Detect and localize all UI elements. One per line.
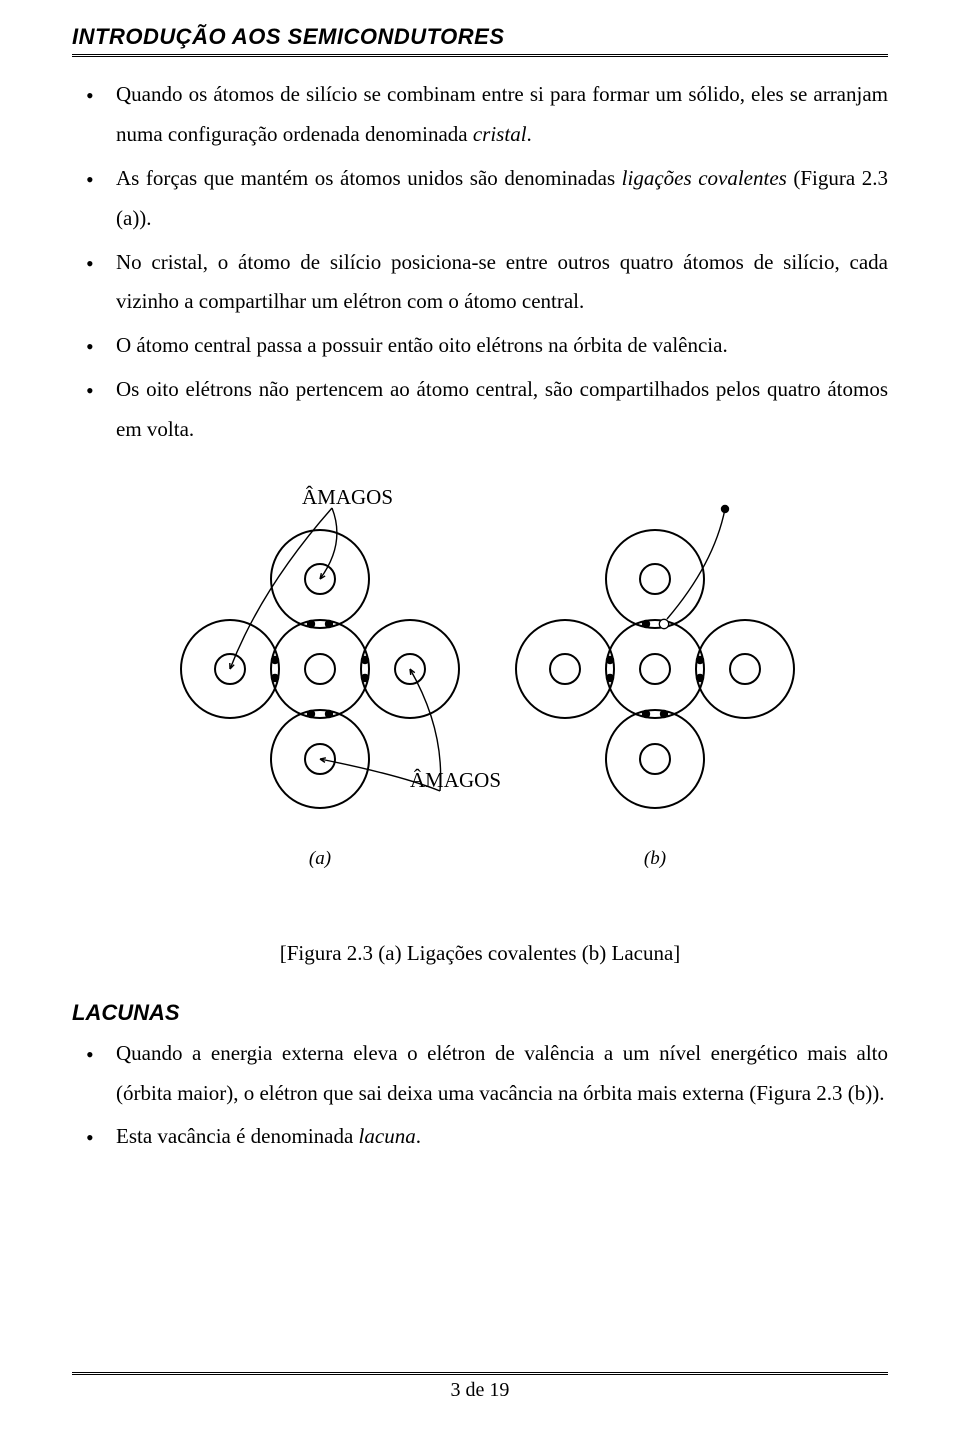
italic-term: ligações covalentes <box>622 166 787 190</box>
bullet-text: O átomo central passa a possuir então oi… <box>116 333 728 357</box>
footer-rule <box>72 1372 888 1375</box>
svg-text:ÂMAGOS: ÂMAGOS <box>302 485 393 509</box>
page-title: INTRODUÇÃO AOS SEMICONDUTORES <box>72 24 888 50</box>
bullet-text: Esta vacância é denominada <box>116 1124 359 1148</box>
bullet-text: Quando a energia externa eleva o elétron… <box>116 1041 888 1105</box>
page-number: 3 de 19 <box>72 1379 888 1402</box>
bullet-item: No cristal, o átomo de silício posiciona… <box>72 243 888 323</box>
figure: ÂMAGOS ÂMAGOS (a) (b) <box>72 464 888 894</box>
bullet-item: Os oito elétrons não pertencem ao átomo … <box>72 370 888 450</box>
content-area: Quando os átomos de silício se combinam … <box>72 75 888 1157</box>
svg-text:ÂMAGOS: ÂMAGOS <box>410 768 501 792</box>
svg-text:(a): (a) <box>309 848 331 869</box>
svg-text:(b): (b) <box>644 848 666 869</box>
header-rule <box>72 54 888 57</box>
bullet-item: As forças que mantém os átomos unidos sã… <box>72 159 888 239</box>
italic-term: cristal <box>473 122 527 146</box>
bullet-text: No cristal, o átomo de silício posiciona… <box>116 250 888 314</box>
bullet-text: . <box>416 1124 421 1148</box>
bullet-item: Quando a energia externa eleva o elétron… <box>72 1034 888 1114</box>
bullet-text: . <box>527 122 532 146</box>
italic-term: lacuna <box>359 1124 416 1148</box>
page: INTRODUÇÃO AOS SEMICONDUTORES Quando os … <box>0 0 960 1432</box>
bullet-item: Quando os átomos de silício se combinam … <box>72 75 888 155</box>
bullet-item: Esta vacância é denominada lacuna. <box>72 1117 888 1157</box>
bullet-text: As forças que mantém os átomos unidos sã… <box>116 166 622 190</box>
bullet-text: Os oito elétrons não pertencem ao átomo … <box>116 377 888 441</box>
footer: 3 de 19 <box>72 1372 888 1402</box>
figure-caption: [Figura 2.3 (a) Ligações covalentes (b) … <box>72 934 888 974</box>
bullet-list-top: Quando os átomos de silício se combinam … <box>72 75 888 450</box>
section-title-lacunas: LACUNAS <box>72 992 888 1034</box>
bullet-list-bottom: Quando a energia externa eleva o elétron… <box>72 1034 888 1158</box>
bullet-item: O átomo central passa a possuir então oi… <box>72 326 888 366</box>
figure-svg: ÂMAGOS ÂMAGOS (a) (b) <box>120 464 840 894</box>
